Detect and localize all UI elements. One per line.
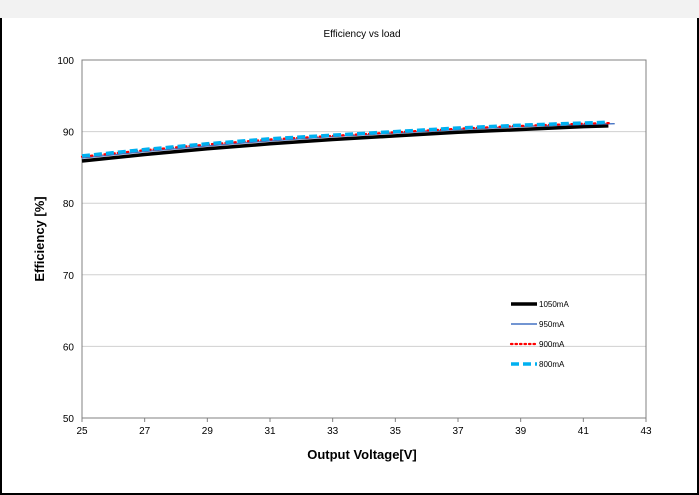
y-axis-title: Efficiency [%] [32,196,47,281]
x-tick-label: 27 [139,426,151,437]
y-tick-label: 70 [63,271,75,282]
x-tick-label: 41 [578,426,590,437]
y-tick-label: 60 [63,342,75,353]
x-tick-label: 25 [76,426,88,437]
x-tick-label: 33 [327,426,339,437]
x-axis-ticks: 25 27 29 31 33 35 37 39 41 43 [76,418,652,437]
y-tick-label: 100 [57,56,74,67]
x-tick-label: 29 [202,426,214,437]
x-tick-label: 31 [264,426,276,437]
x-axis-title: Output Voltage[V] [307,447,417,462]
grid-lines [82,131,646,347]
legend-label: 900mA [539,340,565,349]
x-tick-label: 35 [390,426,402,437]
series-lines [80,120,615,163]
legend-label: 1050mA [539,300,569,309]
chart-title: Efficiency vs load [323,29,400,40]
y-axis-ticks: 50 60 70 80 90 100 [57,56,74,425]
legend-label: 950mA [539,320,565,329]
y-tick-label: 90 [63,128,75,139]
y-tick-label: 50 [63,414,75,425]
series-line-1050mA [81,124,609,163]
top-bar [0,0,699,18]
y-tick-label: 80 [63,199,75,210]
x-tick-label: 39 [515,426,527,437]
x-tick-label: 43 [640,426,652,437]
legend: 1050mA 950mA 900mA 800mA [509,300,569,369]
series-line-800mA [81,120,609,158]
legend-label: 800mA [539,360,565,369]
x-tick-label: 37 [452,426,464,437]
plot-area-border [81,59,647,419]
